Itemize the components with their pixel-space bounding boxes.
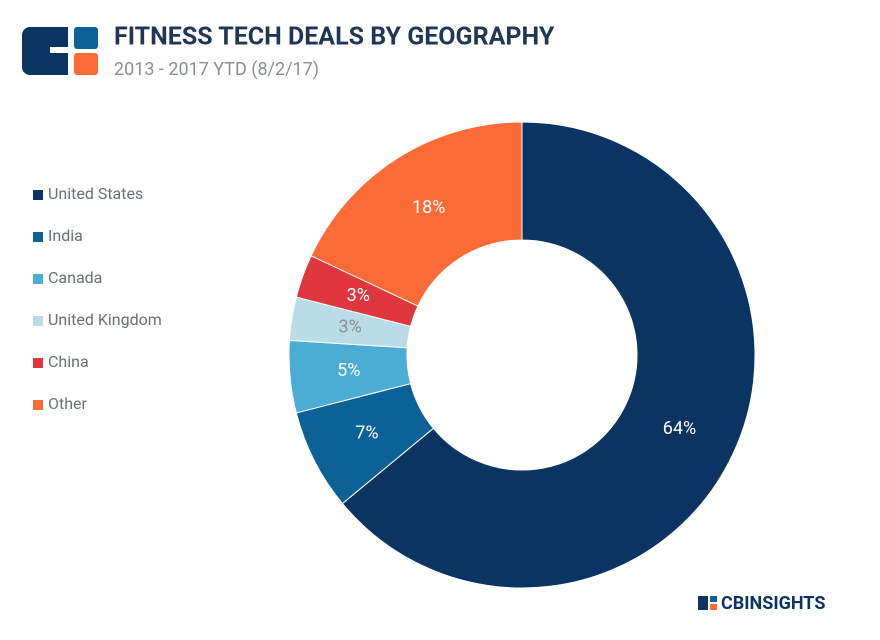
data-label: 3% (338, 317, 361, 338)
data-label: 18% (412, 197, 445, 218)
logo (22, 27, 98, 75)
data-label: 5% (337, 360, 360, 381)
legend-swatch (33, 400, 43, 410)
legend-swatch (33, 316, 43, 326)
legend-label: Canada (48, 268, 102, 287)
legend-label: United Kingdom (48, 310, 162, 329)
legend-label: United States (48, 184, 143, 203)
donut-slice (341, 121, 756, 589)
data-label: 3% (347, 285, 370, 306)
legend-label: Other (48, 394, 88, 413)
chart-subtitle: 2013 - 2017 YTD (8/2/17) (114, 59, 319, 80)
data-label: 64% (663, 418, 696, 439)
legend-label: China (48, 352, 89, 371)
brand: CBINSIGHTS (721, 593, 825, 614)
chart-title: FITNESS TECH DEALS BY GEOGRAPHY (114, 23, 555, 52)
brand-logo (698, 596, 717, 610)
legend-swatch (33, 190, 43, 200)
data-label: 7% (355, 423, 378, 444)
legend-swatch (33, 358, 43, 368)
legend-swatch (33, 232, 43, 242)
donut-slice (310, 121, 523, 307)
legend-swatch (33, 274, 43, 284)
legend-label: India (48, 226, 83, 245)
